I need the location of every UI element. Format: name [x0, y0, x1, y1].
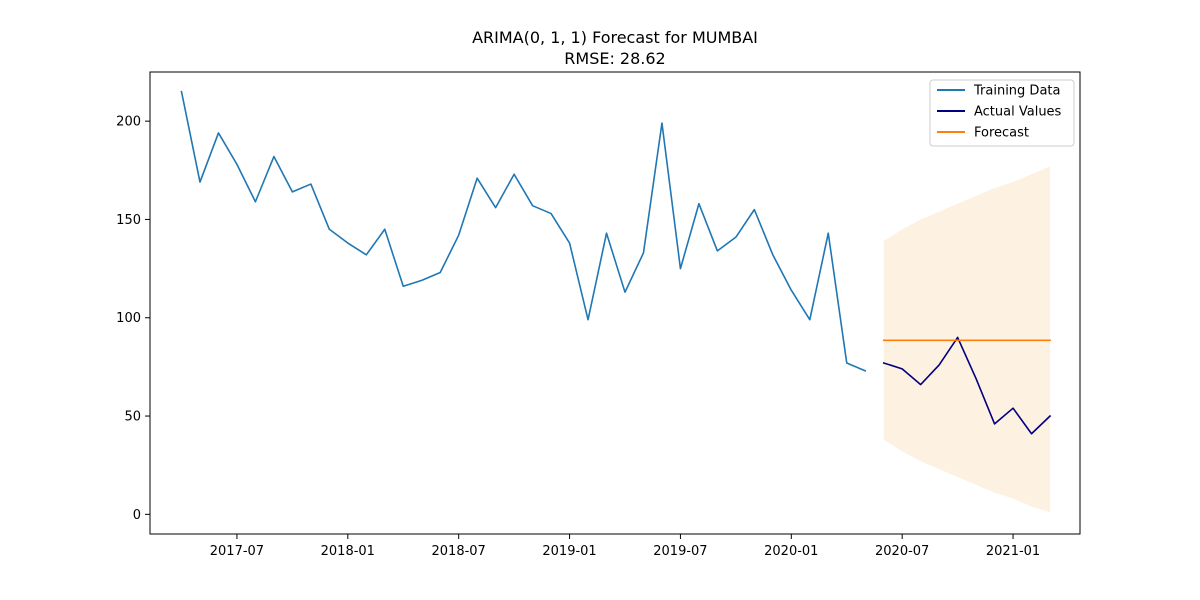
confidence-interval-layer	[883, 166, 1051, 513]
y-axis: 0 50 100 150 200	[116, 115, 150, 523]
chart-title: ARIMA(0, 1, 1) Forecast for MUMBAI	[472, 28, 758, 47]
series-layer	[180, 90, 1052, 435]
legend-box	[929, 79, 1075, 147]
series-line-training-data	[180, 90, 867, 372]
legend-label-training-data: Training Data	[973, 84, 1060, 99]
y-tick-label: 0	[133, 508, 141, 523]
x-tick-label: 2020-07	[875, 544, 929, 559]
legend-label-actual-values: Actual Values	[974, 105, 1062, 120]
x-tick-label: 2018-07	[432, 544, 486, 559]
legend: Training Data Actual Values Forecast	[929, 79, 1075, 147]
series-line-actual-values	[882, 336, 1052, 435]
y-tick-label: 100	[116, 311, 141, 326]
x-tick-label: 2018-01	[321, 544, 375, 559]
y-tick-label: 150	[116, 213, 141, 228]
y-tick-label: 200	[116, 115, 141, 130]
plot-area-frame	[149, 71, 1081, 535]
legend-label-forecast: Forecast	[974, 126, 1029, 141]
x-axis: 2017-07 2018-01 2018-07 2019-01 2019-07 2020-…	[210, 534, 1040, 559]
x-tick-label: 2019-01	[542, 544, 596, 559]
confidence-band	[883, 166, 1051, 513]
x-tick-label: 2019-07	[653, 544, 707, 559]
x-tick-label: 2020-01	[764, 544, 818, 559]
chart-subtitle: RMSE: 28.62	[564, 49, 665, 68]
x-tick-label: 2021-01	[986, 544, 1040, 559]
x-tick-label: 2017-07	[210, 544, 264, 559]
y-tick-label: 50	[124, 410, 141, 425]
